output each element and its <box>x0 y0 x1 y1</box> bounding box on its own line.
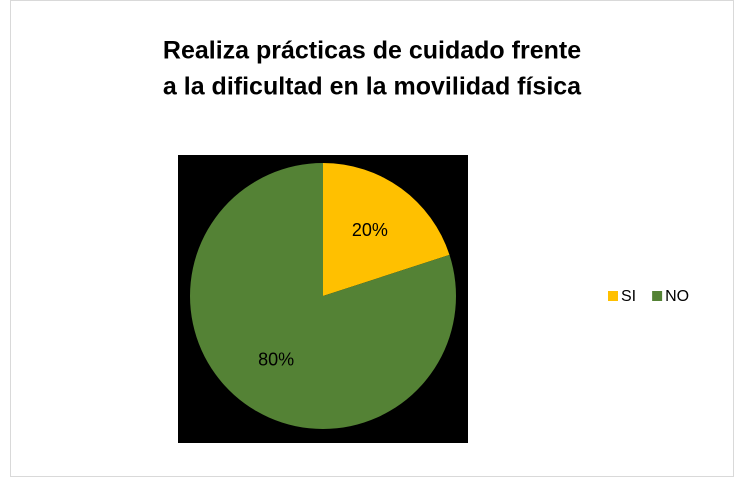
legend-label: NO <box>665 288 689 305</box>
legend-swatch <box>608 291 618 301</box>
data-label: 80% <box>258 349 294 369</box>
chart-title: a la dificultad en la movilidad física <box>163 73 582 101</box>
legend-swatch <box>652 291 663 301</box>
chart-title: Realiza prácticas de cuidado frente <box>163 37 581 65</box>
pie-slice <box>323 163 450 296</box>
pie-slice <box>190 163 457 430</box>
legend-label: SI <box>621 288 636 305</box>
data-label: 20% <box>352 220 388 240</box>
